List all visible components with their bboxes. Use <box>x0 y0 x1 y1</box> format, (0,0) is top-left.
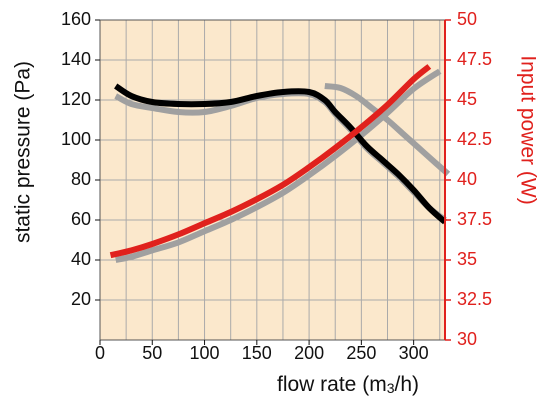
y-left-tick-label: 120 <box>61 89 91 109</box>
y-right-tick-label: 40 <box>457 169 477 189</box>
y-right-axis-title: Input power (W) <box>516 55 539 204</box>
x-axis-title-sub: 3 <box>387 380 395 396</box>
x-tick-label: 0 <box>95 343 105 363</box>
x-axis-title-prefix: flow rate (m <box>277 373 387 396</box>
y-left-tick-label: 60 <box>71 209 91 229</box>
x-axis-title-suffix: /h) <box>394 373 419 396</box>
y-right-tick-label: 32.5 <box>457 289 492 309</box>
series-line-3 <box>109 64 432 259</box>
y-right-tick-label: 47.5 <box>457 49 492 69</box>
y-left-tick-label: 80 <box>71 169 91 189</box>
x-tick-label: 50 <box>142 343 162 363</box>
x-tick-label: 100 <box>190 343 220 363</box>
y-right-tick-label: 42.5 <box>457 129 492 149</box>
y-left-tick-label: 160 <box>61 9 91 29</box>
y-left-tick-label: 40 <box>71 249 91 269</box>
y-right-tick-label: 35 <box>457 249 477 269</box>
series-line-4 <box>115 68 442 263</box>
x-axis-title: flow rate (m3/h) <box>277 373 419 396</box>
y-right-tick-label: 45 <box>457 89 477 109</box>
y-left-tick-label: 100 <box>61 129 91 149</box>
left-axis: 20 40 60 80 100 120 140 160 <box>61 9 100 309</box>
x-tick-label: 250 <box>346 343 376 363</box>
y-right-tick-label: 30 <box>457 329 477 349</box>
grid <box>100 20 445 340</box>
x-tick-label: 150 <box>242 343 272 363</box>
x-tick-label: 300 <box>399 343 429 363</box>
series-group <box>109 64 451 263</box>
right-axis: 30 32.5 35 37.5 40 42.5 45 47.5 50 <box>444 9 492 349</box>
y-left-tick-label: 140 <box>61 49 91 69</box>
y-right-tick-label: 50 <box>457 9 477 29</box>
x-axis: 0 50 100 150 200 250 300 <box>95 340 429 363</box>
y-left-tick-label: 20 <box>71 289 91 309</box>
series-line-0 <box>114 83 447 225</box>
x-tick-label: 200 <box>294 343 324 363</box>
y-right-tick-label: 37.5 <box>457 209 492 229</box>
series-line-2 <box>324 83 451 177</box>
y-left-axis-title: static pressure (Pa) <box>12 61 35 243</box>
